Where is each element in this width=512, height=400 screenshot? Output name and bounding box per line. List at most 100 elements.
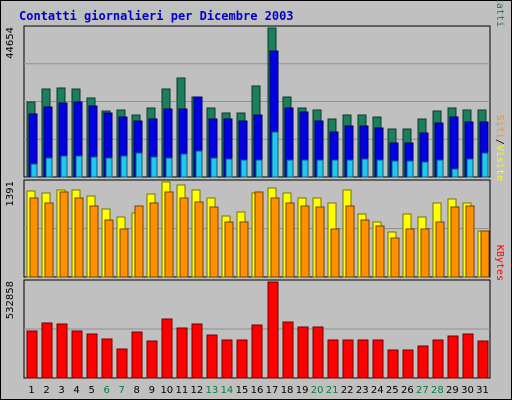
kbytes-bar-kbytes bbox=[116, 348, 128, 379]
x-tick-label: 7 bbox=[119, 385, 125, 396]
kbytes-bar-kbytes bbox=[477, 340, 489, 379]
visits-bar-siti bbox=[89, 205, 99, 278]
visits-series-label-part: Visite bbox=[494, 145, 505, 181]
kbytes-bar-kbytes bbox=[236, 339, 248, 379]
hits-bar-pagine bbox=[346, 159, 354, 178]
visits-ymax-label: 1391 bbox=[5, 181, 16, 206]
kbytes-bar-kbytes bbox=[86, 333, 98, 379]
hits-bar-pagine bbox=[45, 157, 53, 178]
x-tick-label: 16 bbox=[251, 385, 264, 396]
hits-bar-pagine bbox=[271, 131, 279, 178]
x-tick-label: 2 bbox=[43, 385, 49, 396]
hits-bar-pagine bbox=[75, 155, 83, 178]
x-tick-label: 30 bbox=[461, 385, 474, 396]
visits-bar-siti bbox=[104, 219, 114, 278]
chart-title: Contatti giornalieri per Dicembre 2003 bbox=[19, 9, 294, 23]
kbytes-bar-kbytes bbox=[146, 340, 158, 379]
x-tick-label: 26 bbox=[401, 385, 414, 396]
hits-series-label: Pagine/File/Contatti bbox=[494, 0, 505, 27]
visits-bar-siti bbox=[29, 197, 39, 278]
hits-ymax-label: 44654 bbox=[5, 27, 16, 59]
kbytes-bar-kbytes bbox=[447, 335, 459, 379]
visits-bar-siti bbox=[285, 202, 295, 278]
hits-bar-pagine bbox=[150, 156, 158, 178]
hits-bar-pagine bbox=[60, 155, 68, 178]
x-tick-label: 20 bbox=[311, 385, 324, 396]
hits-bar-pagine bbox=[406, 160, 414, 178]
kbytes-series-label-part: KBytes bbox=[494, 245, 505, 281]
visits-bar-siti bbox=[345, 205, 355, 278]
x-tick-label: 10 bbox=[160, 385, 173, 396]
visits-bar-siti bbox=[134, 205, 144, 278]
kbytes-bar-kbytes bbox=[267, 281, 279, 379]
visits-bar-siti bbox=[360, 219, 370, 278]
hits-bar-pagine bbox=[466, 158, 474, 178]
x-tick-label: 27 bbox=[416, 385, 429, 396]
visits-bar-siti bbox=[119, 228, 129, 278]
kbytes-bar-kbytes bbox=[176, 327, 188, 379]
visits-bar-siti bbox=[480, 230, 490, 278]
x-tick-label: 11 bbox=[175, 385, 188, 396]
x-tick-label: 1 bbox=[28, 385, 34, 396]
kbytes-bar-kbytes bbox=[71, 330, 83, 379]
hits-bar-pagine bbox=[451, 168, 459, 178]
kbytes-bar-kbytes bbox=[342, 339, 354, 379]
visits-series-label-part: / bbox=[494, 139, 505, 145]
x-tick-label: 13 bbox=[206, 385, 219, 396]
hits-bar-pagine bbox=[120, 155, 128, 178]
kbytes-bar-kbytes bbox=[101, 338, 113, 379]
hits-bar-pagine bbox=[421, 161, 429, 178]
visits-bar-siti bbox=[164, 191, 174, 278]
visits-bar-siti bbox=[300, 205, 310, 278]
hits-bar-pagine bbox=[180, 153, 188, 178]
x-tick-label: 17 bbox=[266, 385, 279, 396]
kbytes-bar-kbytes bbox=[56, 323, 68, 379]
visits-bar-siti bbox=[315, 206, 325, 278]
hits-bar-pagine bbox=[135, 152, 143, 178]
visits-bar-siti bbox=[465, 205, 475, 278]
x-tick-label: 21 bbox=[326, 385, 339, 396]
visits-bar-siti bbox=[270, 197, 280, 278]
hits-bar-pagine bbox=[195, 150, 203, 178]
hits-bar-pagine bbox=[376, 159, 384, 178]
visits-bar-siti bbox=[390, 237, 400, 278]
x-tick-label: 6 bbox=[103, 385, 109, 396]
hits-bar-file bbox=[449, 116, 459, 178]
x-tick-label: 15 bbox=[236, 385, 249, 396]
hits-bar-pagine bbox=[30, 163, 38, 178]
visits-bar-siti bbox=[330, 228, 340, 278]
kbytes-bar-kbytes bbox=[206, 334, 218, 379]
kbytes-ymax-label: 532858 bbox=[5, 281, 16, 319]
kbytes-bar-kbytes bbox=[282, 321, 294, 379]
visits-bar-siti bbox=[74, 197, 84, 278]
visits-bar-siti bbox=[59, 191, 69, 278]
kbytes-bar-kbytes bbox=[41, 322, 53, 379]
kbytes-bar-kbytes bbox=[402, 349, 414, 379]
visits-series-label-part: Siti bbox=[494, 115, 505, 139]
x-tick-label: 4 bbox=[73, 385, 79, 396]
hits-bar-pagine bbox=[436, 159, 444, 178]
hits-bar-pagine bbox=[210, 157, 218, 178]
kbytes-series-label: KBytes bbox=[494, 245, 505, 281]
kbytes-bar-kbytes bbox=[462, 333, 474, 379]
visits-bar-siti bbox=[44, 202, 54, 278]
x-tick-label: 18 bbox=[281, 385, 294, 396]
kbytes-bar-kbytes bbox=[372, 339, 384, 379]
x-tick-label: 3 bbox=[58, 385, 64, 396]
hits-bar-pagine bbox=[240, 159, 248, 178]
visits-bar-siti bbox=[224, 221, 234, 278]
hits-bar-pagine bbox=[481, 152, 489, 178]
visits-bar-siti bbox=[375, 225, 385, 278]
visits-bar-siti bbox=[179, 197, 189, 278]
kbytes-bar-kbytes bbox=[191, 323, 203, 379]
kbytes-bar-kbytes bbox=[357, 339, 369, 379]
hits-bar-pagine bbox=[301, 159, 309, 178]
kbytes-bar-kbytes bbox=[327, 339, 339, 379]
x-tick-label: 25 bbox=[386, 385, 399, 396]
visits-bar-siti bbox=[435, 221, 445, 278]
hits-bar-pagine bbox=[90, 156, 98, 178]
kbytes-bar-kbytes bbox=[251, 324, 263, 379]
kbytes-bar-kbytes bbox=[432, 339, 444, 379]
x-tick-label: 29 bbox=[446, 385, 459, 396]
